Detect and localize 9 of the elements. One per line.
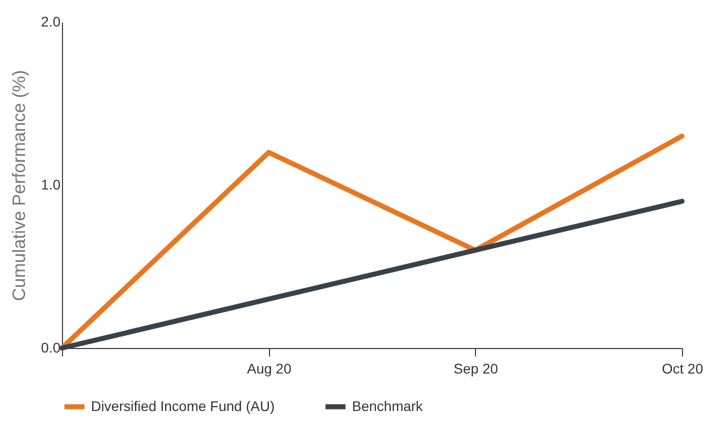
legend-label: Benchmark xyxy=(352,398,424,414)
y-tick-label: 0.0 xyxy=(41,340,61,356)
y-tick-label: 2.0 xyxy=(41,14,61,30)
legend-label: Diversified Income Fund (AU) xyxy=(91,398,275,414)
x-tick-label: Aug 20 xyxy=(246,360,292,376)
x-tick-label: Sep 20 xyxy=(454,360,498,376)
x-tick-label: Oct 20 xyxy=(662,360,704,376)
y-axis-title: Cumulative Performance (%) xyxy=(9,70,30,302)
y-tick-label: 1.0 xyxy=(41,176,61,192)
